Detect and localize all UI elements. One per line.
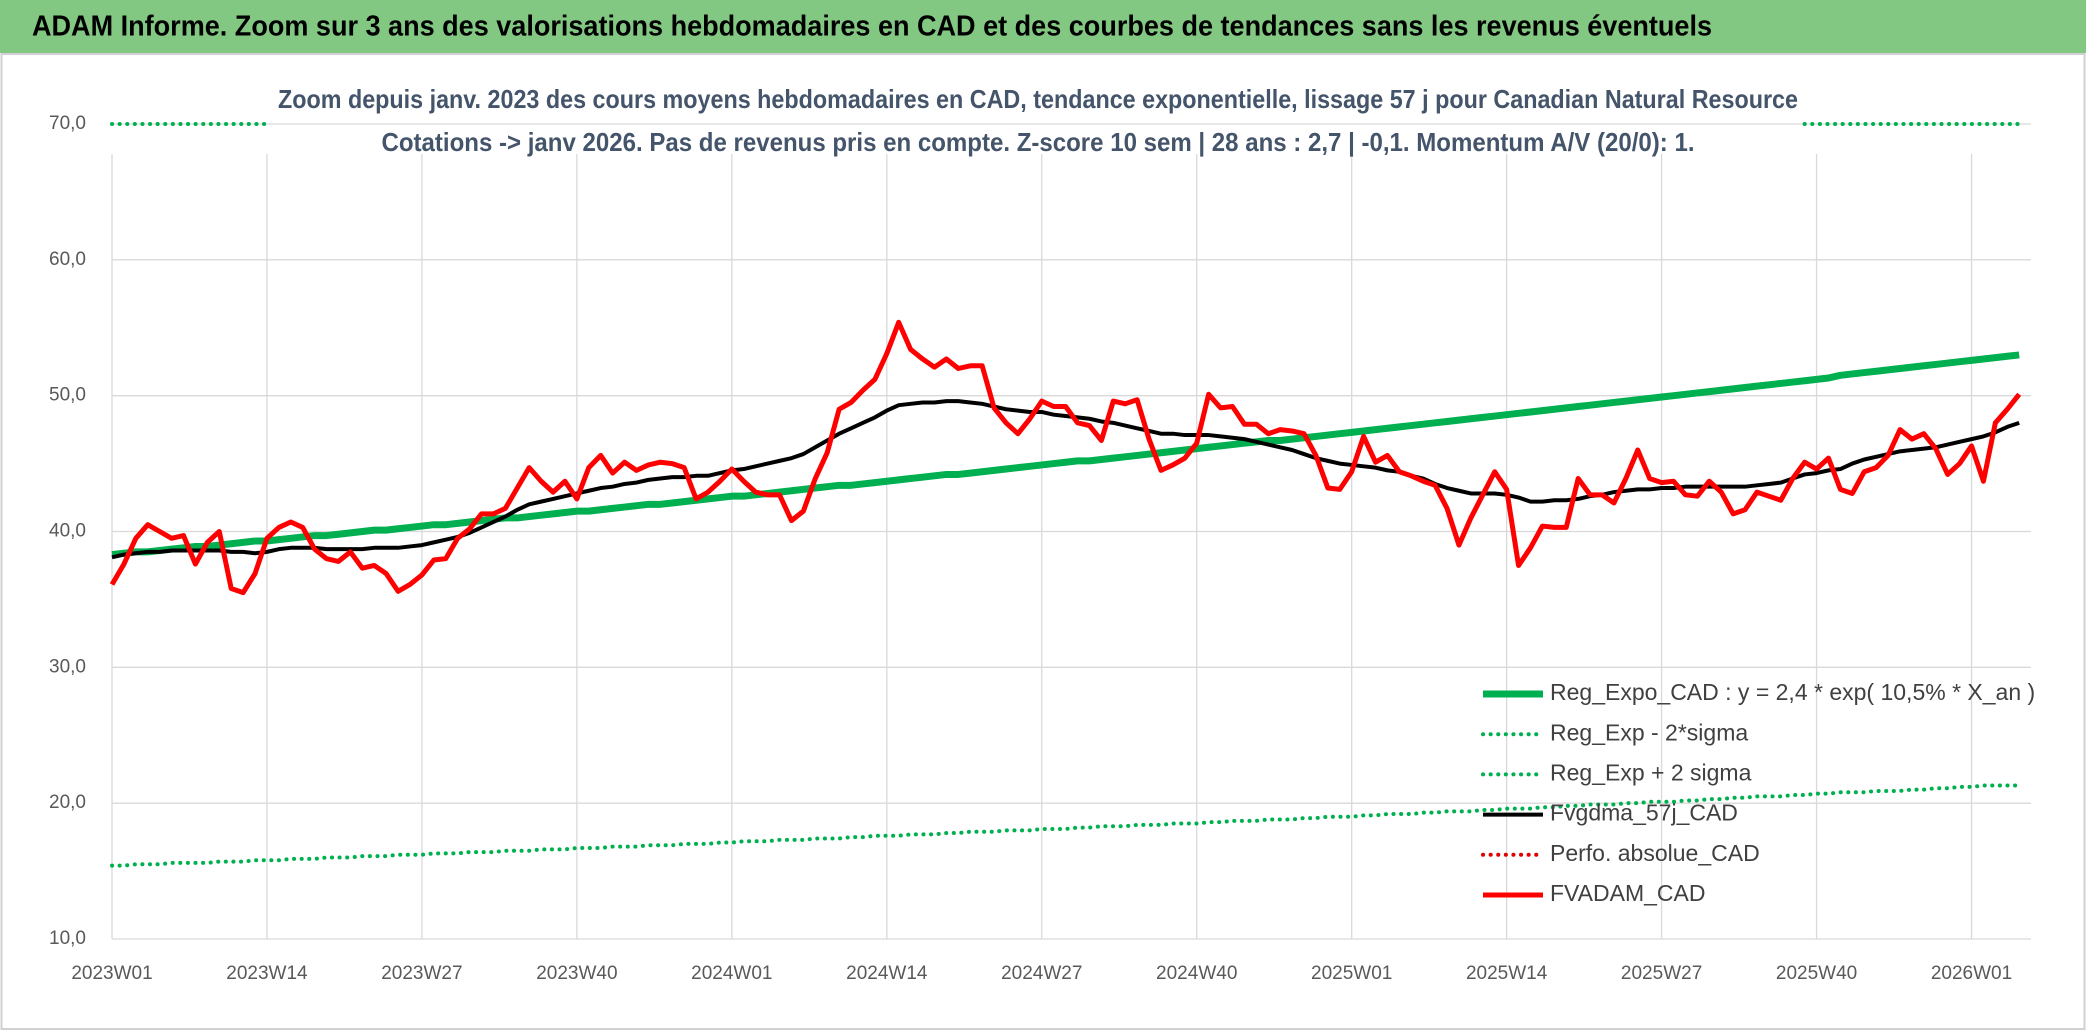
x-tick-label: 2023W14 xyxy=(226,963,308,984)
x-tick-label: 2024W40 xyxy=(1156,963,1237,984)
series-line xyxy=(111,399,2020,560)
series-line xyxy=(111,351,2020,559)
legend-label: Fvgdma_57j_CAD xyxy=(1550,800,1738,826)
legend-label: Reg_Exp + 2 sigma xyxy=(1550,759,1752,785)
y-tick-label: 40,0 xyxy=(49,521,86,542)
legend-label: Perfo. absolue_CAD xyxy=(1550,840,1760,866)
y-tick-label: 60,0 xyxy=(49,249,86,270)
x-tick-label: 2023W01 xyxy=(71,963,152,984)
x-tick-label: 2025W01 xyxy=(1311,963,1392,984)
plot-area: 10,0 20,0 30,0 40,0 50,0 60,0 70,0 2023W01 2023W… xyxy=(49,113,2035,984)
chart-title: ADAM Informe. Zoom sur 3 ans des valoris… xyxy=(32,11,1712,43)
x-tick-label: 2024W01 xyxy=(691,963,772,984)
x-tick-label: 2023W27 xyxy=(381,963,462,984)
x-tick-label: 2026W01 xyxy=(1931,963,2012,984)
legend-label: Reg_Expo_CAD : y = 2,4 * exp( 10,5% * X_… xyxy=(1550,679,2035,705)
x-tick-label: 2025W27 xyxy=(1621,963,1702,984)
x-tick-label: 2024W27 xyxy=(1001,963,1082,984)
series-line xyxy=(109,319,2022,596)
x-tick-label: 2025W40 xyxy=(1776,963,1857,984)
y-tick-label: 50,0 xyxy=(49,385,86,406)
y-tick-label: 30,0 xyxy=(49,656,86,677)
y-tick-label: 20,0 xyxy=(49,792,86,813)
chart-frame xyxy=(0,53,2086,1030)
x-tick-label: 2025W14 xyxy=(1466,963,1548,984)
x-tick-label: 2023W40 xyxy=(536,963,617,984)
y-tick-label: 70,0 xyxy=(49,113,86,134)
legend-label: FVADAM_CAD xyxy=(1550,880,1706,906)
legend-label: Reg_Exp - 2*sigma xyxy=(1550,719,1748,745)
chart-subtitle: Cotations -> janv 2026. Pas de revenus p… xyxy=(382,127,1695,157)
header-bar xyxy=(0,0,2086,53)
series-line xyxy=(110,783,2022,868)
legend: Reg_Expo_CAD : y = 2,4 * exp( 10,5% * X_… xyxy=(1481,679,2035,906)
x-tick-label: 2024W14 xyxy=(846,963,928,984)
chart-subtitle: Zoom depuis janv. 2023 des cours moyens … xyxy=(278,84,1798,114)
y-tick-label: 10,0 xyxy=(49,928,86,949)
